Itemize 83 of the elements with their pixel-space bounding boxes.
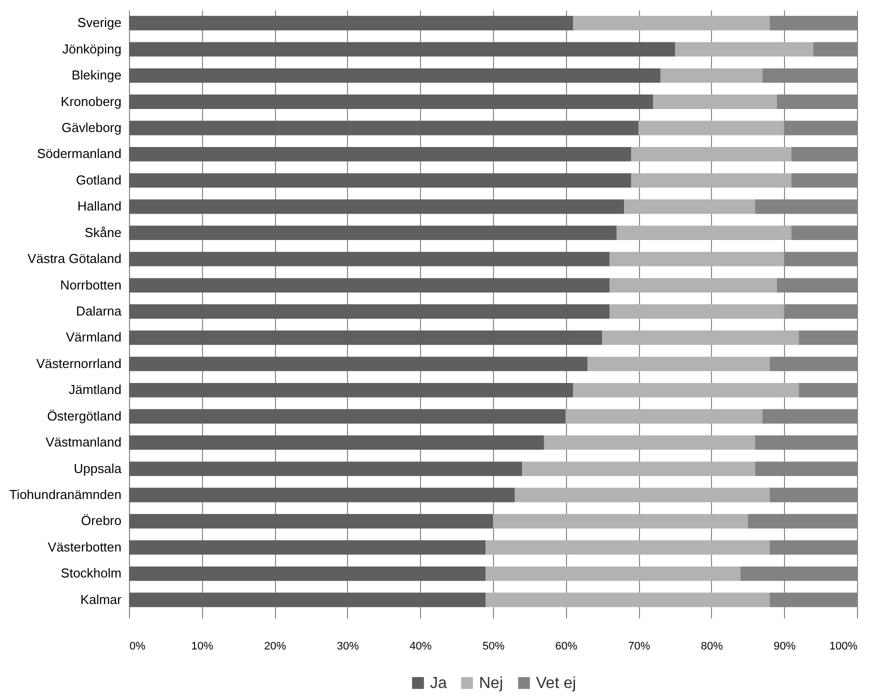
- y-tick-label: Värmland: [66, 330, 122, 345]
- bar: [638, 120, 784, 136]
- bar: [129, 462, 522, 476]
- legend-label: Ja: [430, 675, 447, 692]
- bar: [129, 592, 486, 608]
- bar: [609, 252, 784, 266]
- bar: [129, 356, 588, 372]
- bar: [566, 409, 762, 424]
- bar: [602, 330, 799, 345]
- x-tick-label: 40%: [410, 640, 432, 652]
- x-tick-label: 90%: [774, 640, 796, 652]
- y-tick-label: Västernorrland: [36, 356, 122, 371]
- y-tick-label: Östergötland: [47, 408, 122, 424]
- bar: [129, 226, 617, 240]
- bar: [675, 42, 814, 57]
- x-tick-label: 10%: [191, 640, 214, 652]
- y-tick-label: Västmanland: [46, 434, 122, 450]
- x-tick-label: 30%: [336, 640, 360, 652]
- bar: [609, 304, 784, 319]
- y-tick-label: Stockholm: [60, 566, 122, 581]
- x-tick-label: 80%: [700, 640, 724, 652]
- bar: [588, 356, 770, 372]
- bar: [573, 16, 770, 30]
- y-tick-label: Kalmar: [80, 592, 122, 607]
- bar: [486, 540, 770, 555]
- bar: [129, 540, 486, 555]
- bar: [129, 68, 660, 83]
- bar: [129, 94, 654, 109]
- y-tick-label: Jämtland: [68, 382, 122, 398]
- bar: [544, 435, 756, 450]
- bar: [129, 278, 610, 292]
- y-tick-label: Gävleborg: [62, 120, 122, 135]
- y-tick-label: Västerbotten: [48, 539, 122, 554]
- y-tick-label: Blekinge: [72, 68, 122, 83]
- y-tick-label: Gotland: [76, 172, 122, 188]
- x-tick-label: 100%: [829, 640, 858, 652]
- y-tick-label: Sverige: [77, 15, 122, 30]
- x-tick-label: 0%: [130, 640, 146, 652]
- bar: [129, 199, 624, 214]
- bar: [129, 252, 610, 266]
- y-tick-label: Dalarna: [76, 304, 122, 318]
- y-tick-label: Västra Götaland: [28, 251, 122, 266]
- x-tick-label: 60%: [555, 640, 578, 652]
- bar: [129, 120, 639, 136]
- bar: [129, 330, 602, 345]
- x-tick-label: 50%: [482, 640, 505, 652]
- bar: [129, 566, 486, 581]
- bar: [653, 94, 777, 109]
- bar: [129, 488, 515, 502]
- bar: [129, 435, 544, 450]
- bar: [486, 592, 770, 608]
- bar: [129, 382, 574, 398]
- y-tick-label: Uppsala: [74, 460, 122, 476]
- bar: [616, 226, 792, 240]
- bar: [514, 488, 770, 502]
- bar: [573, 382, 799, 398]
- bar: [631, 173, 792, 188]
- bar: [129, 42, 675, 57]
- bar: [660, 68, 762, 83]
- bar: [129, 146, 632, 162]
- y-tick-label: Jönköping: [62, 41, 122, 56]
- y-tick-label: Tiohundranämnden: [9, 487, 122, 502]
- bar: [129, 514, 493, 528]
- bar: [493, 514, 748, 528]
- legend-label: Vet ej: [536, 675, 576, 692]
- bar: [486, 566, 741, 581]
- bar: [522, 462, 756, 476]
- x-tick-label: 20%: [264, 640, 286, 652]
- bar: [129, 304, 610, 319]
- y-tick-label: Norrbotten: [60, 277, 122, 292]
- y-tick-label: Örebro: [81, 513, 122, 528]
- x-tick-label: 70%: [628, 640, 650, 652]
- y-tick-label: Halland: [77, 198, 122, 214]
- y-tick-label: Södermanland: [36, 146, 122, 162]
- bar: [129, 16, 574, 30]
- bar: [129, 173, 632, 188]
- y-tick-label: Kronoberg: [60, 94, 122, 109]
- bar: [129, 409, 566, 424]
- bar: [624, 199, 756, 214]
- bar: [631, 146, 792, 162]
- legend-label: Nej: [479, 675, 504, 692]
- bar: [609, 278, 777, 292]
- y-tick-label: Skåne: [84, 224, 122, 240]
